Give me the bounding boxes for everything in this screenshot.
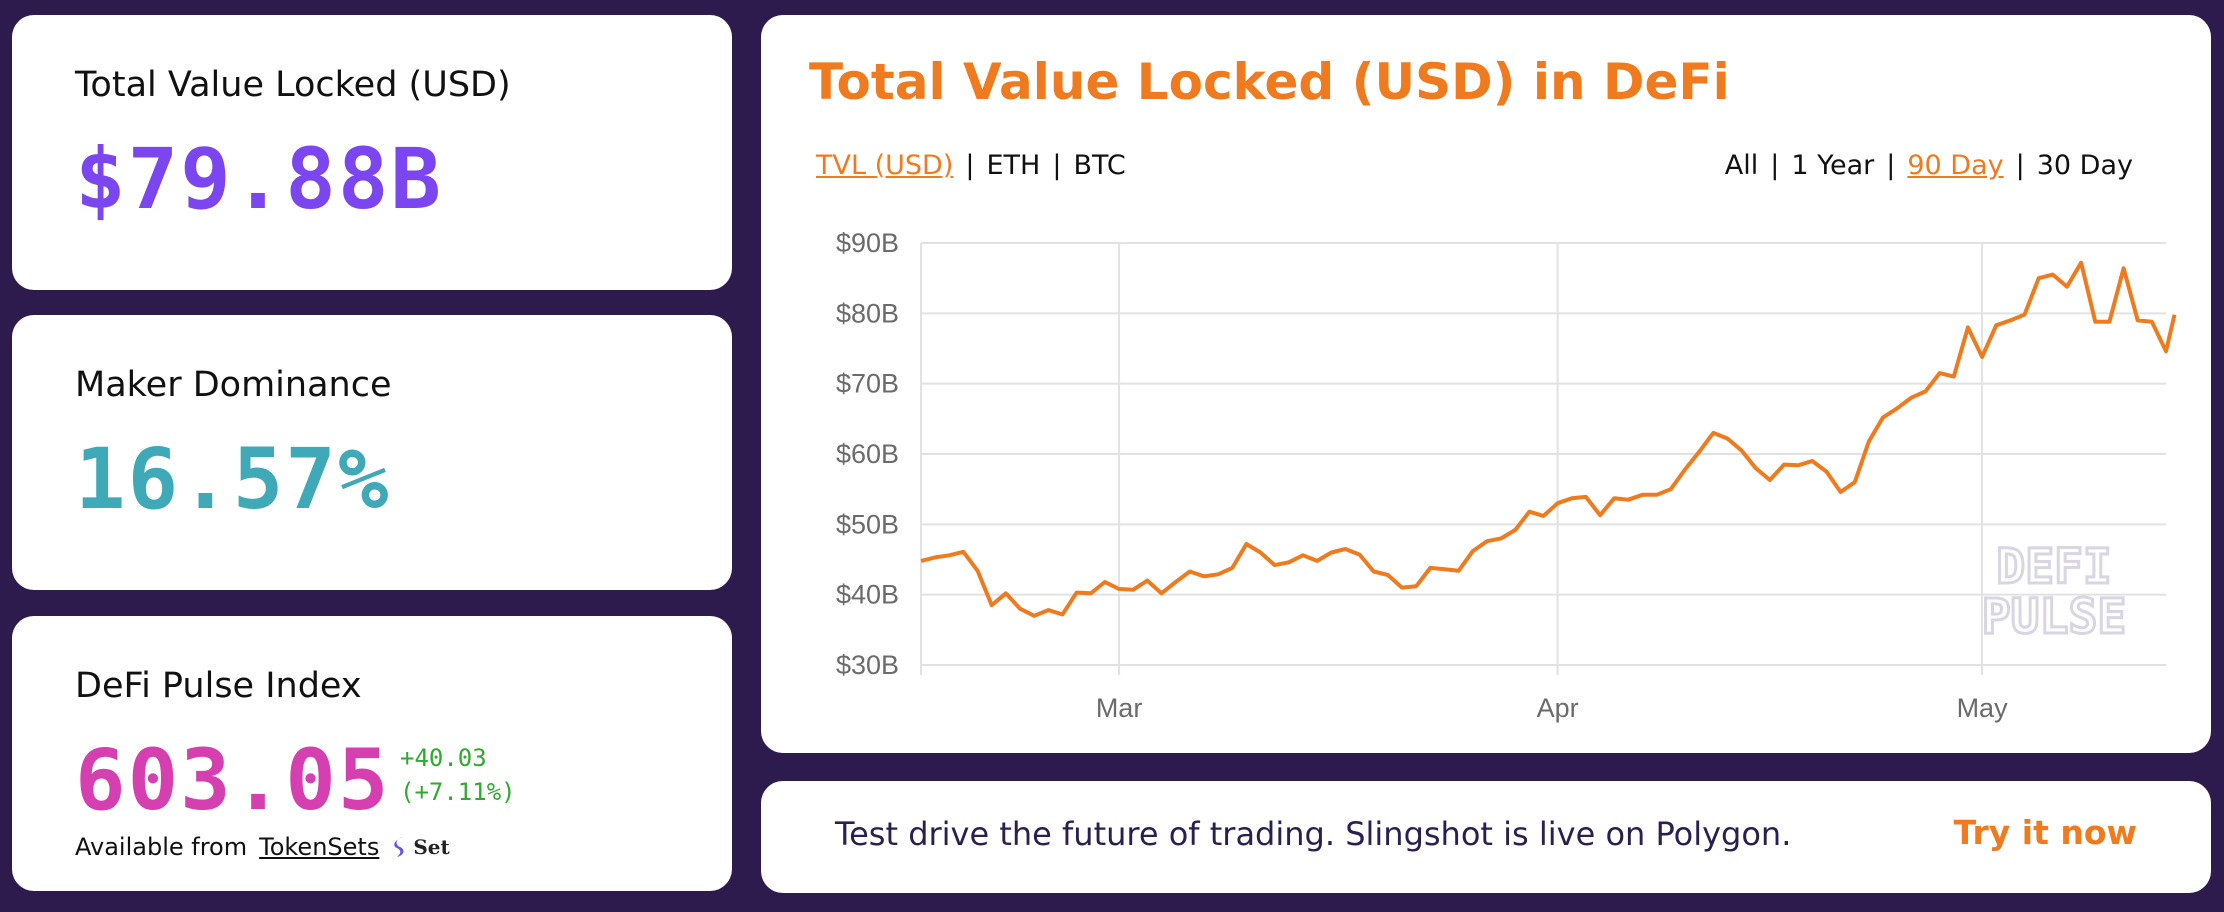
maker-dominance-card: Maker Dominance 16.57% [12,315,732,590]
x-tick-label: Mar [1096,693,1143,723]
toggle-range-all[interactable]: All [1724,150,1759,181]
dpi-value: 603.05 [75,731,391,829]
range-toggle-group: All | 1 Year | 90 Day | 30 Day [1725,150,2133,181]
separator: | [2015,150,2025,181]
maker-dominance-label: Maker Dominance [75,365,392,405]
banner-text: Test drive the future of trading. Slings… [835,815,1792,853]
available-from-text: Available from [75,833,248,861]
toggle-range-30-day[interactable]: 30 Day [2036,150,2133,181]
dpi-label: DeFi Pulse Index [75,666,362,706]
chart-title: Total Value Locked (USD) in DeFi [809,53,1730,111]
chart-axes: $30B $40B $50B $60B $70B $80B $90B Mar Apr May [836,228,2008,723]
x-tick-label: Apr [1537,693,1579,723]
separator: | [1052,150,1062,181]
maker-dominance-value: 16.57% [75,430,391,528]
tvl-line-chart: DEFI PULSE $30B $40B $50B $60B $70B $80B $90B M… [836,228,2177,723]
y-tick-label: $60B [836,439,899,469]
y-tick-label: $90B [836,228,899,258]
x-tick-label: May [1957,693,2009,723]
tvl-value: $79.88B [75,130,444,228]
y-tick-label: $50B [836,509,899,539]
y-tick-label: $80B [836,298,899,328]
tokensets-link[interactable]: TokenSets [259,833,380,861]
toggle-eth[interactable]: ETH [986,150,1041,181]
y-tick-label: $70B [836,369,899,399]
defi-pulse-watermark: DEFI PULSE [1980,538,2128,647]
y-tick-label: $30B [836,650,899,680]
watermark-line-2: PULSE [1982,589,2127,645]
toggle-btc[interactable]: BTC [1073,150,1126,181]
tvl-card: Total Value Locked (USD) $79.88B [12,15,732,290]
set-logo-icon [394,837,404,857]
dpi-change-absolute: +40.03 [400,744,487,772]
dpi-change-percent: (+7.11%) [400,778,516,806]
toggle-range-90-day[interactable]: 90 Day [1907,150,2004,181]
promo-banner: Test drive the future of trading. Slings… [761,781,2211,893]
defi-pulse-index-card: DeFi Pulse Index 603.05 +40.03 (+7.11%) … [12,616,732,891]
tvl-chart-card: Total Value Locked (USD) in DeFi TVL (US… [761,15,2211,753]
dpi-availability: Available from TokenSets Set [75,833,450,861]
set-logo-text: Set [413,835,450,859]
separator: | [1886,150,1896,181]
separator: | [965,150,975,181]
unit-toggle-group: TVL (USD) | ETH | BTC [816,150,1126,181]
watermark-line-1: DEFI [1996,539,2112,595]
set-logo: Set [391,835,450,859]
tvl-series-line [920,260,2177,618]
chart-grid [920,242,2166,675]
separator: | [1770,150,1780,181]
chart-series [920,260,2177,618]
y-tick-label: $40B [836,580,899,610]
toggle-range-1-year[interactable]: 1 Year [1791,150,1875,181]
tvl-label: Total Value Locked (USD) [75,65,511,105]
try-it-now-link[interactable]: Try it now [1953,813,2137,852]
toggle-tvl-usd[interactable]: TVL (USD) [816,150,954,181]
